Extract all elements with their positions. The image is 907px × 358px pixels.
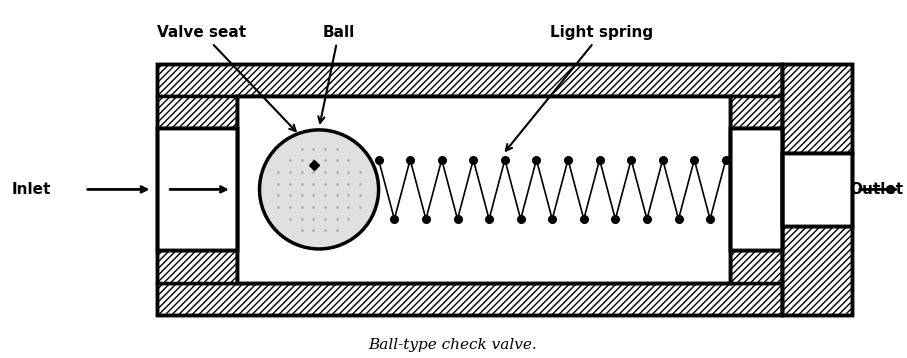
Circle shape [259, 130, 378, 249]
Polygon shape [730, 251, 783, 283]
Polygon shape [157, 283, 783, 315]
Polygon shape [783, 226, 852, 315]
Polygon shape [730, 129, 783, 251]
Polygon shape [157, 129, 237, 251]
Polygon shape [237, 96, 730, 283]
Text: Ball: Ball [318, 25, 355, 123]
Polygon shape [157, 251, 237, 283]
Text: Outlet: Outlet [849, 182, 903, 197]
Polygon shape [730, 96, 783, 129]
Text: Inlet: Inlet [12, 182, 51, 197]
Text: Light spring: Light spring [506, 25, 653, 151]
Polygon shape [783, 153, 852, 226]
Polygon shape [157, 96, 237, 129]
Text: Ball-type check valve.: Ball-type check valve. [368, 338, 537, 352]
Polygon shape [157, 64, 783, 96]
Text: Valve seat: Valve seat [158, 25, 296, 131]
Polygon shape [783, 64, 852, 153]
